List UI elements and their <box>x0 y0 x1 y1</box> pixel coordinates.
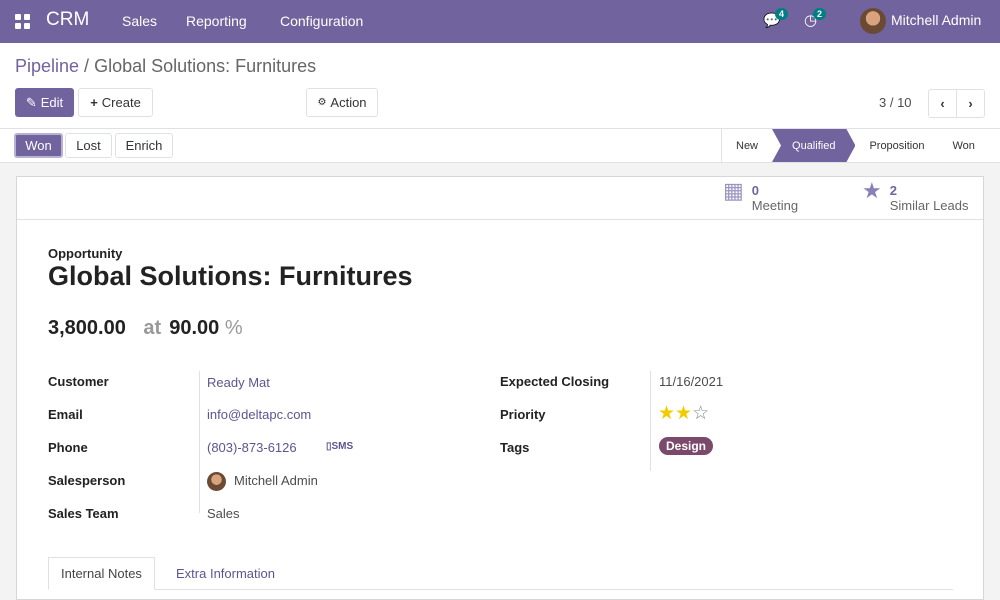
breadcrumb-current: Global Solutions: Furnitures <box>94 56 317 76</box>
star-filled-icon[interactable]: ★ <box>658 403 676 424</box>
stage-statusbar: New Qualified Proposition Won <box>721 129 989 162</box>
similar-leads-count: 2 <box>889 183 897 198</box>
edit-button[interactable]: ✎ Edit <box>15 88 74 117</box>
sales-team-label: Sales Team <box>48 506 119 521</box>
expected-closing-label: Expected Closing <box>500 374 610 389</box>
stage-new[interactable]: New <box>736 139 759 152</box>
lost-button[interactable]: Lost <box>65 133 112 158</box>
stage-won[interactable]: Won <box>952 139 975 152</box>
record-title[interactable]: Global Solutions: Furnitures <box>48 261 413 291</box>
priority-stars: ★★☆ <box>658 402 709 425</box>
phone-label: Phone <box>48 440 88 455</box>
mobile-icon: ▯ <box>326 441 332 452</box>
menu-reporting[interactable]: Reporting <box>186 13 247 29</box>
meeting-count: 0 <box>751 183 760 198</box>
app-name[interactable]: CRM <box>46 9 90 30</box>
customer-label: Customer <box>48 374 109 389</box>
stage-proposition[interactable]: Proposition <box>869 139 925 152</box>
revenue-probability: 3,800.00 at 90.00 % <box>48 317 243 340</box>
expected-revenue[interactable]: 3,800.00 <box>48 317 126 339</box>
apps-grid-icon[interactable] <box>15 14 30 29</box>
calendar-icon: ▦ <box>723 178 744 203</box>
form-sheet: ▦ 0 Meeting ★ 2 Similar Leads Opportunity … <box>16 176 984 600</box>
salesperson-avatar <box>207 472 226 491</box>
user-menu[interactable]: Mitchell Admin <box>891 12 982 28</box>
pencil-icon: ✎ <box>25 94 37 110</box>
salesperson-label: Salesperson <box>48 473 126 488</box>
breadcrumb-separator: / <box>79 56 95 76</box>
priority-label: Priority <box>500 407 546 422</box>
record-type: Opportunity <box>48 246 123 261</box>
gear-icon: ⚙ <box>317 97 327 108</box>
smart-button-box: ▦ 0 Meeting ★ 2 Similar Leads <box>17 177 983 220</box>
menu-sales[interactable]: Sales <box>122 13 158 29</box>
chevron-right-icon: › <box>968 96 973 111</box>
meeting-smart-button[interactable]: ▦ 0 Meeting <box>723 178 799 214</box>
plus-icon: + <box>90 95 98 110</box>
percent-sign: % <box>224 317 243 339</box>
star-filled-icon[interactable]: ★ <box>675 403 693 424</box>
similar-leads-smart-button[interactable]: ★ 2 Similar Leads <box>862 178 969 214</box>
messages-badge: 4 <box>775 8 789 20</box>
meeting-label: Meeting <box>751 198 799 213</box>
tag-badge: Design <box>659 437 714 455</box>
tabs-divider <box>48 589 953 590</box>
menu-configuration[interactable]: Configuration <box>280 13 364 29</box>
activities-badge: 2 <box>813 8 827 20</box>
tab-internal-notes[interactable]: Internal Notes <box>48 557 155 590</box>
won-button[interactable]: Won <box>14 133 63 158</box>
tags-label: Tags <box>500 440 530 455</box>
pager-value: 3 / 10 <box>879 95 912 110</box>
divider <box>199 371 200 513</box>
divider <box>0 128 1000 129</box>
sms-label: SMS <box>331 441 354 452</box>
pager-previous-button[interactable]: ‹ <box>928 89 957 118</box>
action-label: Action <box>330 95 367 110</box>
divider <box>650 371 651 471</box>
phone-link[interactable]: (803)-873-6126 <box>207 440 297 455</box>
user-avatar[interactable] <box>860 8 886 34</box>
sms-button[interactable]: ▯SMS <box>326 441 353 452</box>
star-empty-icon[interactable]: ☆ <box>692 403 710 424</box>
salesperson-value[interactable]: Mitchell Admin <box>234 473 318 488</box>
breadcrumb: Pipeline / Global Solutions: Furnitures <box>15 56 316 77</box>
action-button[interactable]: ⚙ Action <box>306 88 378 117</box>
create-button[interactable]: + Create <box>78 88 153 117</box>
email-label: Email <box>48 407 83 422</box>
similar-leads-label: Similar Leads <box>889 198 969 213</box>
tags-field[interactable]: Design <box>659 437 714 455</box>
at-label: at <box>143 317 162 339</box>
pager-next-button[interactable]: › <box>956 89 985 118</box>
probability[interactable]: 90.00 <box>169 317 220 339</box>
create-label: Create <box>101 95 141 110</box>
star-icon: ★ <box>862 178 882 203</box>
chevron-left-icon: ‹ <box>940 96 945 111</box>
expected-closing-value[interactable]: 11/16/2021 <box>659 374 724 389</box>
customer-link[interactable]: Ready Mat <box>207 375 270 390</box>
email-link[interactable]: info@deltapc.com <box>207 407 312 422</box>
edit-label: Edit <box>40 95 64 110</box>
enrich-button[interactable]: Enrich <box>115 133 173 158</box>
tab-extra-information[interactable]: Extra Information <box>176 566 275 581</box>
stage-qualified[interactable]: Qualified <box>772 129 855 162</box>
top-navbar: CRM Sales Reporting Configuration 💬 4 ◷ … <box>0 0 1000 43</box>
breadcrumb-pipeline[interactable]: Pipeline <box>15 56 80 76</box>
sales-team-value[interactable]: Sales <box>207 506 240 521</box>
